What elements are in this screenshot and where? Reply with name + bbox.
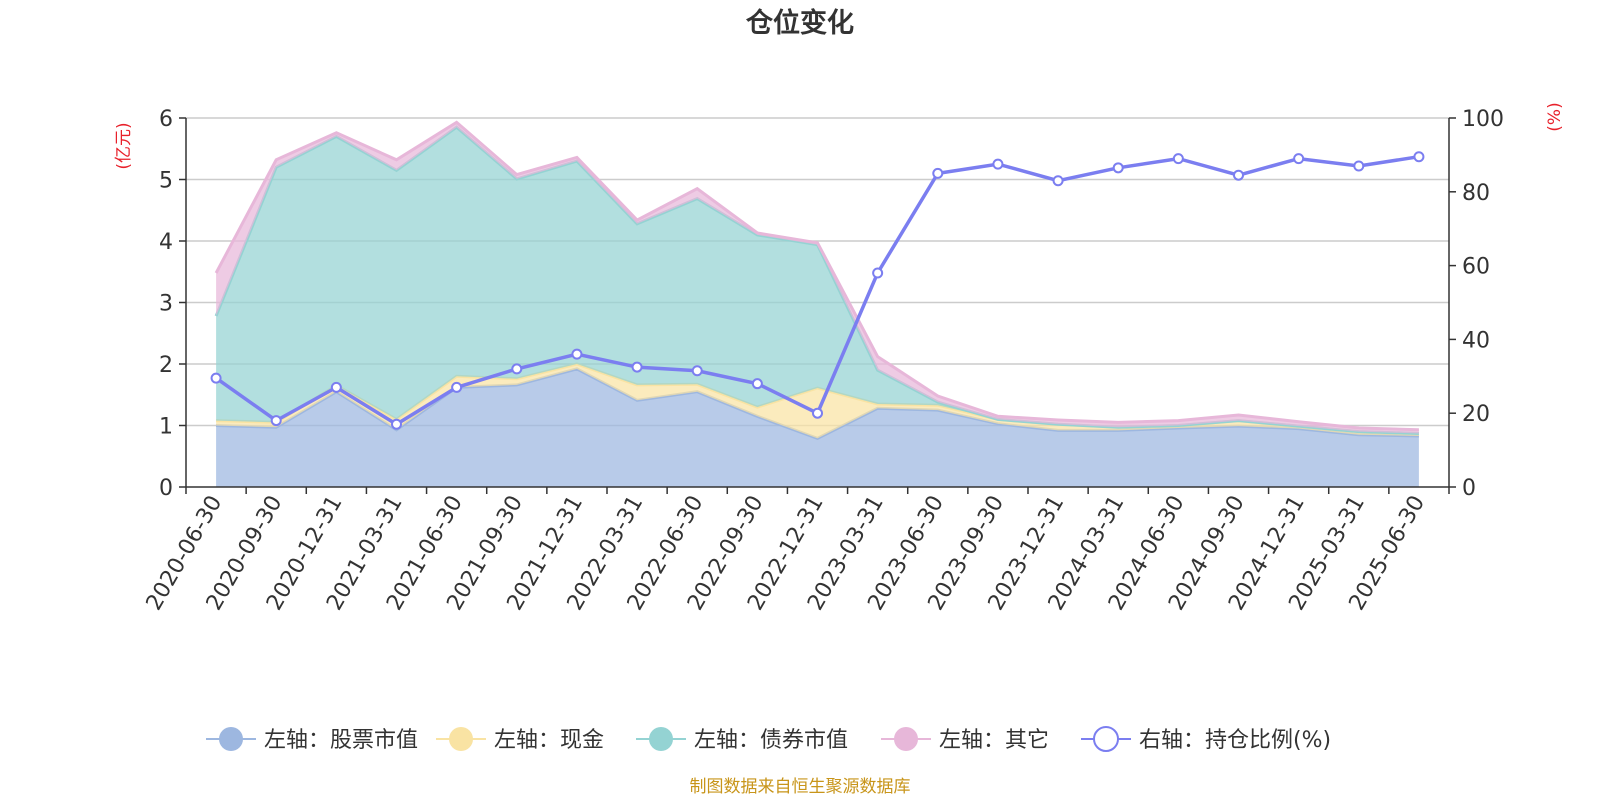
- left-tick-label: 4: [159, 230, 173, 255]
- legend-item-2[interactable]: 左轴：现金: [436, 727, 604, 753]
- legend-item-3[interactable]: 左轴：债券市值: [636, 727, 848, 753]
- holding-ratio-point[interactable]: [511, 363, 523, 375]
- legend-symbol: [649, 727, 673, 751]
- area-series-1: [216, 368, 1419, 487]
- legend-label: 左轴：其它: [939, 728, 1049, 753]
- legend-label: 右轴：持仓比例(%): [1139, 728, 1331, 753]
- legend-label: 左轴：现金: [494, 728, 604, 753]
- legend-symbol: [1093, 726, 1119, 752]
- area-series-2: [216, 364, 1419, 439]
- holding-ratio-point[interactable]: [451, 381, 463, 393]
- left-tick-label: 6: [159, 107, 173, 132]
- holding-ratio-point[interactable]: [812, 407, 823, 419]
- holding-ratio-point[interactable]: [691, 365, 703, 377]
- left-tick-label: 5: [159, 169, 173, 194]
- chart-title: 仓位变化: [745, 7, 854, 39]
- holding-ratio-point[interactable]: [330, 381, 342, 393]
- right-tick-label: 20: [1462, 402, 1490, 427]
- left-tick-label: 3: [159, 292, 173, 317]
- holding-ratio-line: [210, 151, 1425, 430]
- holding-ratio-point[interactable]: [1413, 151, 1425, 163]
- legend-item-4[interactable]: 左轴：其它: [881, 727, 1049, 753]
- left-tick-label: 1: [159, 415, 173, 440]
- holding-ratio-point[interactable]: [1353, 160, 1365, 172]
- legend-label: 左轴：债券市值: [694, 728, 848, 753]
- source-note: 制图数据来自恒生聚源数据库: [690, 777, 911, 797]
- legend-symbol: [219, 727, 243, 751]
- legend-label: 左轴：股票市值: [264, 728, 418, 753]
- left-tick-label: 2: [159, 353, 173, 378]
- left-tick-label: 0: [159, 476, 173, 501]
- right-tick-label: 40: [1462, 328, 1490, 353]
- holding-ratio-point[interactable]: [391, 418, 402, 430]
- holding-ratio-point[interactable]: [992, 158, 1004, 170]
- legend-item-1[interactable]: 左轴：股票市值: [206, 727, 418, 753]
- right-axis-unit: (%): [1545, 102, 1565, 131]
- area-series-3: [216, 127, 1419, 434]
- holding-ratio-point[interactable]: [932, 167, 944, 179]
- holding-ratio-point[interactable]: [1052, 175, 1064, 187]
- holding-ratio-point[interactable]: [1293, 153, 1305, 165]
- holding-ratio-point[interactable]: [872, 267, 884, 279]
- legend-symbol: [894, 727, 918, 751]
- holding-ratio-point[interactable]: [270, 415, 282, 427]
- stacked-areas: [214, 120, 1419, 487]
- legend-item-5[interactable]: 右轴：持仓比例(%): [1081, 726, 1331, 753]
- holding-ratio-point[interactable]: [751, 378, 763, 390]
- holding-ratio-point[interactable]: [210, 372, 222, 384]
- legend-symbol: [449, 727, 473, 751]
- right-tick-label: 100: [1462, 107, 1504, 132]
- holding-ratio-point[interactable]: [631, 361, 643, 373]
- right-tick-label: 80: [1462, 181, 1490, 206]
- right-tick-label: 60: [1462, 255, 1490, 280]
- legend: 左轴：股票市值 左轴：现金 左轴：债券市值 左轴：其它 右轴：持仓比例(%): [206, 726, 1331, 753]
- area-edge-series-4: [214, 120, 1419, 432]
- holding-ratio-point[interactable]: [1172, 153, 1184, 165]
- holding-ratio-point[interactable]: [1112, 162, 1124, 174]
- left-axis-unit: (亿元): [114, 122, 134, 169]
- holding-ratio-point[interactable]: [571, 348, 583, 360]
- holding-ratio-point[interactable]: [1233, 169, 1244, 181]
- right-tick-label: 0: [1462, 476, 1476, 501]
